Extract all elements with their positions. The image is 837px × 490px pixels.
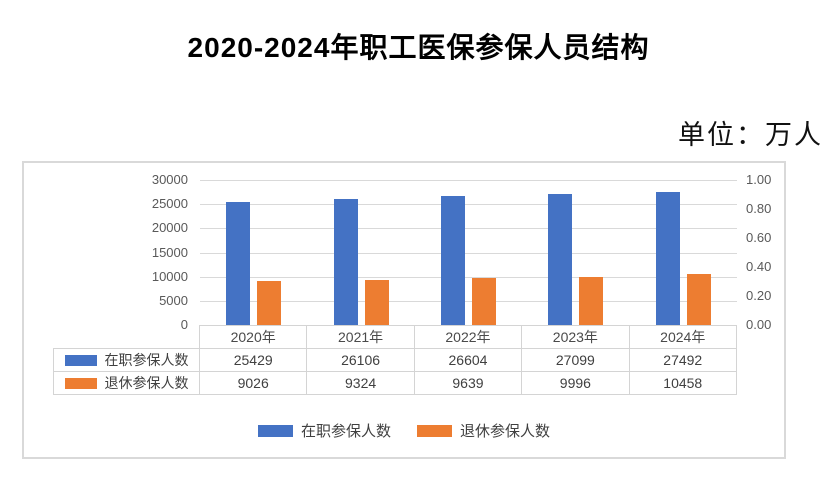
legend-item-active: 在职参保人数 [257, 420, 391, 441]
table-header-year: 2023年 [522, 325, 630, 349]
table-value-cell: 9639 [414, 372, 523, 395]
category-2022年 [415, 180, 522, 325]
left-axis-tick: 30000 [151, 172, 188, 187]
category-2023年 [522, 180, 629, 325]
categories [200, 180, 737, 325]
plot-area [200, 180, 737, 326]
right-axis-tick: 0.40 [746, 259, 772, 274]
bar-退休参保人数 [579, 276, 604, 325]
left-axis-tick: 20000 [151, 220, 188, 236]
bar-在职参保人数 [441, 196, 466, 325]
gridline [200, 300, 737, 302]
gridline [200, 228, 737, 230]
table-header-year: 2020年 [200, 325, 308, 349]
table-row-label-text: 退休参保人数 [104, 375, 189, 391]
left-axis-tick: 25000 [151, 196, 188, 212]
chart-legend: 在职参保人数 退休参保人数 [24, 420, 784, 441]
table-value-cell: 26604 [414, 349, 523, 372]
table-value-cell: 9996 [522, 372, 630, 395]
table-row-label: 在职参保人数 [53, 349, 200, 372]
table-row-label-text: 在职参保人数 [104, 352, 189, 368]
table-corner-cell [53, 325, 200, 349]
page-title: 2020-2024年职工医保参保人员结构 [187, 32, 650, 63]
chart-container: 30000 25000 20000 15000 10000 5000 0 1.00 0.80 0… [22, 161, 786, 459]
legend-label-retired: 退休参保人数 [460, 423, 551, 440]
table-row-label: 退休参保人数 [53, 372, 200, 395]
left-axis-tick: 5000 [159, 292, 188, 308]
left-axis-tick: 10000 [151, 268, 188, 284]
table-value-cell: 27492 [629, 349, 737, 372]
category-2020年 [200, 180, 307, 325]
bar-退休参保人数 [686, 274, 711, 325]
table-value-cell: 10458 [629, 372, 737, 395]
legend-swatch-active-icon [257, 424, 293, 437]
category-2021年 [307, 180, 414, 325]
gridline [200, 276, 737, 278]
legend-label-active: 在职参保人数 [300, 423, 391, 440]
right-axis: 1.00 0.80 0.60 0.40 0.20 0.00 [746, 163, 786, 457]
table-value-cell: 27099 [522, 349, 630, 372]
bar-退休参保人数 [472, 278, 497, 325]
table-value-cell: 25429 [200, 349, 308, 372]
bar-退休参保人数 [257, 281, 282, 325]
table-value-cell: 26106 [307, 349, 415, 372]
right-axis-tick: 0.00 [746, 317, 772, 332]
gridline [200, 252, 737, 254]
right-axis-tick: 0.80 [746, 201, 772, 216]
table-value-cell: 9026 [200, 372, 308, 395]
left-axis-tick: 15000 [151, 244, 188, 260]
left-axis-tick: 0 [180, 317, 188, 332]
left-axis: 30000 25000 20000 15000 10000 5000 0 [24, 163, 188, 457]
legend-swatch-retired-icon [417, 424, 452, 437]
table-legend-swatch-icon [64, 377, 97, 389]
category-2024年 [630, 180, 737, 325]
bar-退休参保人数 [364, 279, 389, 325]
bar-在职参保人数 [226, 202, 251, 325]
bar-在职参保人数 [333, 198, 358, 325]
unit-label: 单位：万人 [678, 120, 823, 150]
table-value-cell: 9324 [307, 372, 415, 395]
data-table: 2020年 2021年 2022年 2023年 2024年在职参保人数 25429 2610… [53, 325, 737, 395]
right-axis-tick: 0.20 [746, 288, 772, 303]
bar-在职参保人数 [655, 192, 680, 325]
gridline [200, 180, 737, 181]
table-header-year: 2024年 [629, 325, 737, 349]
right-axis-tick: 1.00 [746, 172, 772, 187]
gridline [200, 204, 737, 206]
bar-在职参保人数 [548, 194, 573, 325]
legend-item-retired: 退休参保人数 [417, 420, 550, 441]
right-axis-tick: 0.60 [746, 230, 772, 245]
table-legend-swatch-icon [64, 354, 97, 366]
table-header-year: 2021年 [307, 325, 415, 349]
table-header-year: 2022年 [414, 325, 523, 349]
